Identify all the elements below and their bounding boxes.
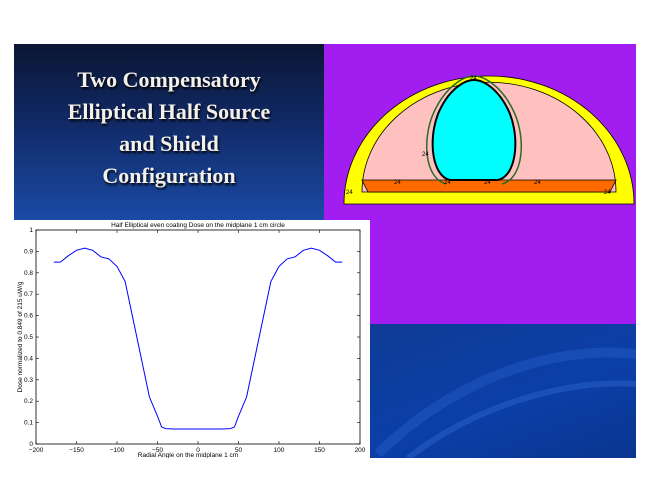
dose-plot-panel: Half Elliptical even coating Dose on the… xyxy=(14,220,370,458)
y-tick-label: 0.4 xyxy=(24,355,33,362)
y-tick-label: 0 xyxy=(29,441,33,448)
contour-label: 24 xyxy=(444,180,451,186)
contour-label: 24 xyxy=(534,180,541,186)
shield-diagram-panel: 24 24 24 24 24 24 24 24 xyxy=(324,44,636,324)
y-tick-label: 1 xyxy=(29,227,33,234)
dose-line-chart: Half Elliptical even coating Dose on the… xyxy=(17,222,366,458)
source-region xyxy=(431,78,517,181)
shield-diagram: 24 24 24 24 24 24 24 24 xyxy=(343,75,635,205)
y-tick-label: 0.7 xyxy=(24,291,33,298)
plot-axes-box xyxy=(35,229,361,445)
y-tick-label: 0.1 xyxy=(24,420,33,427)
x-tick-label: −50 xyxy=(152,447,163,454)
y-tick-label: 0.2 xyxy=(24,398,33,405)
y-axis-label: Dose normalized to 0.849 of 215 uW/g xyxy=(17,281,24,392)
contour-label: 24 xyxy=(604,190,611,196)
chart-title: Half Elliptical even coating Dose on the… xyxy=(111,222,285,229)
x-axis-label: Radial Angle on the midplane 1 cm xyxy=(138,452,238,458)
y-tick-label: 0.6 xyxy=(24,313,33,320)
y-tick-label: 0.8 xyxy=(24,270,33,277)
x-tick-label: 200 xyxy=(355,447,366,454)
x-tick-label: 150 xyxy=(314,447,325,454)
dose-series-line xyxy=(53,247,343,430)
x-tick-label: −200 xyxy=(29,447,44,454)
contour-label: 24 xyxy=(470,76,477,82)
contour-label: 24 xyxy=(422,152,429,158)
slide: Two Compensatory Elliptical Half Source … xyxy=(14,44,636,458)
x-tick-label: 100 xyxy=(274,447,285,454)
slide-title: Two Compensatory Elliptical Half Source … xyxy=(67,67,271,188)
contour-label: 24 xyxy=(346,190,353,196)
swoosh-decoration xyxy=(374,347,636,458)
slide-background-swoosh xyxy=(368,324,636,458)
y-tick-label: 0.3 xyxy=(24,377,33,384)
contour-label: 24 xyxy=(394,180,401,186)
y-tick-label: 0.5 xyxy=(24,334,33,341)
x-tick-label: 0 xyxy=(196,447,200,454)
x-tick-label: −100 xyxy=(110,447,125,454)
x-tick-label: 50 xyxy=(235,447,243,454)
x-tick-label: −150 xyxy=(69,447,84,454)
contour-label: 24 xyxy=(484,180,491,186)
title-panel: Two Compensatory Elliptical Half Source … xyxy=(14,44,324,220)
floor-shield xyxy=(361,179,617,193)
y-tick-label: 0.9 xyxy=(24,248,33,255)
